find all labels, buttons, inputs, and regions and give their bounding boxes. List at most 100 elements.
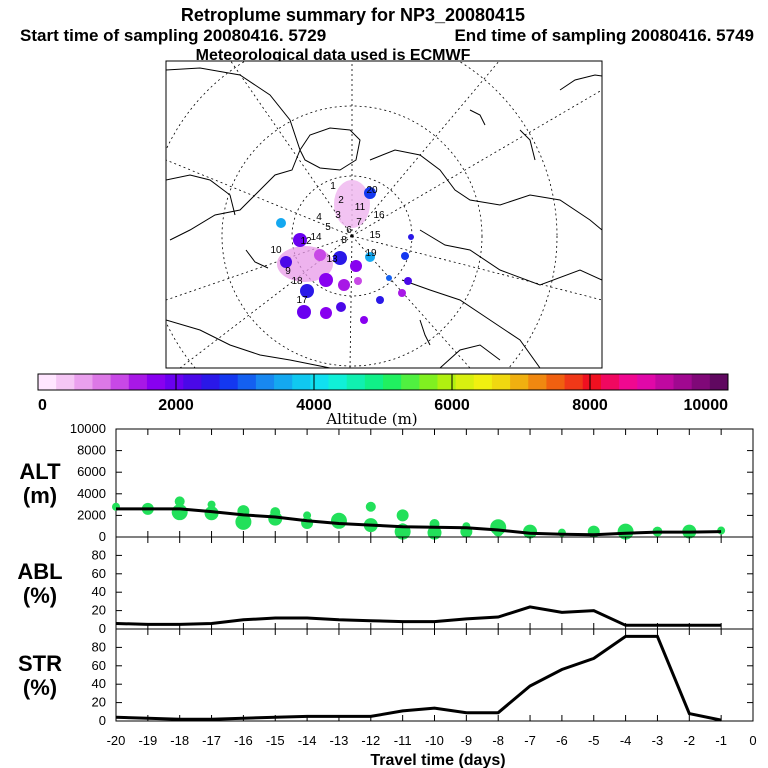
data-point — [396, 509, 409, 522]
y-tick-label: 60 — [92, 566, 106, 581]
data-point — [204, 506, 219, 521]
colorbar-cell — [274, 374, 293, 390]
y-tick-label: 80 — [92, 547, 106, 562]
y-tick-label: 80 — [92, 639, 106, 654]
plume-marker — [300, 284, 314, 298]
plume-markers — [276, 180, 414, 324]
panel-str: 80 60 40 20 0 STR(%) — [18, 628, 754, 728]
colorbar-cell — [92, 374, 112, 390]
colorbar-cell — [691, 374, 711, 390]
start-time-label: Start time of sampling 20080416. 5729 — [20, 26, 326, 45]
met-data-label: Meteorological data used is ECMWF — [196, 47, 471, 64]
plume-label: 15 — [369, 230, 381, 241]
plume-label: 7 — [356, 217, 362, 228]
x-tick-label: -14 — [298, 733, 317, 748]
colorbar-cell — [74, 374, 93, 390]
colorbar-cell — [165, 374, 184, 390]
data-point — [235, 513, 252, 530]
colorbar-cell — [219, 374, 239, 390]
colorbar-cell — [491, 374, 511, 390]
colorbar-cell — [237, 374, 257, 390]
x-tick-label: -17 — [202, 733, 221, 748]
colorbar-tick-label: 8000 — [572, 397, 608, 414]
colorbar-tick-label: 4000 — [296, 397, 332, 414]
data-point — [523, 524, 538, 539]
plume-label: 18 — [291, 276, 303, 287]
plume-marker — [364, 187, 376, 199]
x-tick-label: -7 — [524, 733, 536, 748]
plume-label: 5 — [325, 222, 331, 233]
time-series-panels: 10000 8000 6000 4000 2000 0 ALT(m) 80 60 40 20 0 ABL… — [17, 421, 754, 728]
panel-label: STR — [18, 651, 62, 676]
x-tick-label: -12 — [361, 733, 380, 748]
plume-marker — [401, 252, 409, 260]
plume-label: 20 — [366, 185, 378, 196]
plume-marker — [338, 279, 350, 291]
colorbar-cell — [38, 374, 57, 390]
colorbar-cell — [364, 374, 384, 390]
x-tick-label: -19 — [138, 733, 157, 748]
colorbar-cell — [619, 374, 638, 390]
colorbar-cell — [528, 374, 547, 390]
colorbar-cell — [201, 374, 221, 390]
colorbar-cell — [600, 374, 620, 390]
y-tick-label: 10000 — [70, 421, 106, 436]
plume-label: 2 — [338, 195, 344, 206]
y-tick-label: 60 — [92, 658, 106, 673]
data-point — [207, 500, 216, 509]
data-point — [617, 523, 634, 540]
plume-marker — [376, 296, 384, 304]
colorbar-cell — [637, 374, 656, 390]
colorbar-tick-label: 6000 — [434, 397, 470, 414]
colorbar-title: Altitude (m) — [325, 410, 417, 428]
plume-marker — [320, 307, 332, 319]
series-line — [115, 634, 722, 722]
panel-abl: 80 60 40 20 0 ABL(%) — [17, 536, 754, 636]
data-point — [174, 496, 185, 507]
x-tick-label: -1 — [715, 733, 727, 748]
colorbar-cell — [292, 374, 311, 390]
plume-marker — [398, 289, 406, 297]
plume-label: 4 — [316, 212, 322, 223]
colorbar-cell — [473, 374, 493, 390]
x-tick-label: -5 — [588, 733, 600, 748]
y-tick-label: 4000 — [77, 486, 106, 501]
series-line — [116, 507, 722, 537]
colorbar-cells — [38, 374, 729, 390]
plume-marker — [319, 273, 333, 287]
x-tick-label: -13 — [330, 733, 349, 748]
plume-marker — [360, 316, 368, 324]
plume-marker — [354, 277, 362, 285]
colorbar-cell — [183, 374, 202, 390]
plume-marker — [280, 256, 292, 268]
colorbar-tick-label: 0 — [38, 397, 47, 414]
data-point — [365, 501, 376, 512]
data-point — [171, 504, 188, 521]
plume-label: 6 — [346, 225, 352, 236]
colorbar-cell — [401, 374, 420, 390]
panel-label: (%) — [23, 583, 57, 608]
colorbar-cell — [419, 374, 438, 390]
data-point — [330, 512, 347, 529]
colorbar-cell — [673, 374, 693, 390]
y-tick-label: 40 — [92, 676, 106, 691]
plume-label: 3 — [335, 210, 341, 221]
plume-label: 16 — [373, 210, 385, 221]
x-tick-label: -6 — [556, 733, 568, 748]
x-tick-label: -18 — [170, 733, 189, 748]
x-tick-label: -3 — [652, 733, 664, 748]
data-point — [268, 511, 283, 526]
series-line — [115, 605, 722, 627]
colorbar-cell — [582, 374, 602, 390]
plume-label: 1 — [330, 181, 336, 192]
plume-cloud — [334, 180, 370, 228]
colorbar-ticks: 0 2000 4000 6000 8000 10000 — [37, 374, 729, 414]
y-tick-label: 0 — [99, 529, 106, 544]
x-tick-label: -11 — [394, 733, 412, 748]
colorbar: 0 2000 4000 6000 8000 10000 Altitude (m) — [37, 373, 729, 428]
plume-label: 13 — [326, 254, 338, 265]
x-tick-label: -16 — [234, 733, 253, 748]
plume-marker — [404, 277, 412, 285]
plume-label: 19 — [365, 248, 377, 259]
